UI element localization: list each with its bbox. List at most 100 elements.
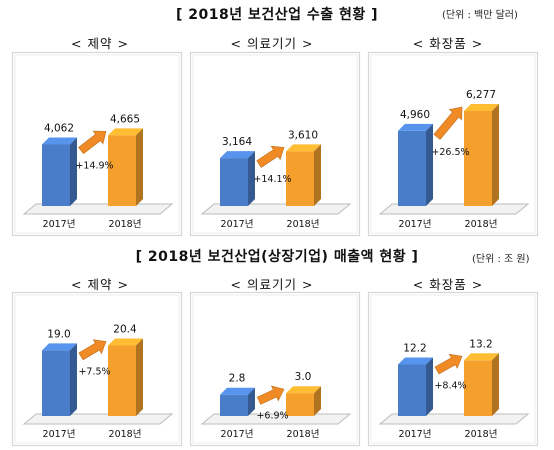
bar-top [108,338,143,346]
chart-title: < 제약 > [71,36,129,51]
growth-label: +8.4% [434,380,466,391]
data-label: 19.0 [47,328,70,340]
growth-label: +7.5% [78,366,110,377]
growth-arrow [256,385,285,405]
bar-2017년 [398,130,426,206]
growth-label: +14.1% [253,174,291,185]
bar-top [42,137,77,145]
data-label: 3,610 [288,129,318,141]
chart-panel-inner [14,54,180,234]
chart-panel-inner [14,294,180,444]
growth-arrow-shape [256,385,285,405]
sales-section-title: [ 2018년 보건산업(상장기업) 매출액 현황 ] [135,249,419,265]
growth-arrow-shape [78,339,107,361]
category-label: 2018년 [109,219,142,230]
category-label: 2017년 [399,219,432,230]
chart-floor [378,413,530,425]
data-label: 4,665 [110,113,140,125]
bar-side [70,343,77,416]
chart-floor [200,203,352,215]
export-section-title: [ 2018년 보건산업 수출 현황 ] [175,7,379,23]
data-label: 4,062 [44,122,74,134]
growth-arrow [433,106,463,140]
category-label: 2018년 [465,429,498,440]
growth-arrow [78,339,107,361]
growth-arrow-shape [434,353,463,375]
bar-2017년 [42,350,70,416]
growth-label: +6.9% [256,411,288,422]
growth-label: +26.5% [431,147,469,158]
bar-2018년 [464,360,492,416]
bar-2018년 [286,151,314,206]
chart-title: < 제약 > [71,277,129,292]
bar-side [492,103,499,206]
bar-2017년 [220,394,248,416]
growth-arrow [78,130,107,155]
bar-2018년 [108,135,136,206]
category-label: 2017년 [399,429,432,440]
category-label: 2017년 [43,219,76,230]
chart-sales-pharma: 19.0 2017년 20.4 2018년 +7.5% [11,291,183,447]
data-label: 12.2 [403,342,426,354]
bar-top [464,103,499,111]
bar-2018년 [464,110,492,206]
export-unit-label: (단위 : 백만 달러) [442,10,518,21]
category-label: 2017년 [221,429,254,440]
bar-2018년 [286,393,314,416]
bar-2017년 [398,364,426,416]
chart-panel-inner [192,294,358,444]
growth-arrow-shape [433,106,463,140]
data-label: 6,277 [466,89,496,101]
data-label: 3,164 [222,136,252,148]
category-label: 2017년 [221,219,254,230]
category-label: 2018년 [287,219,320,230]
growth-label: +14.9% [75,160,113,171]
chart-floor [378,203,530,215]
chart-floor [200,413,352,425]
bar-top [286,386,321,394]
bar-side [136,338,143,416]
chart-floor [22,203,174,215]
bar-top [42,343,77,351]
bar-top [398,357,433,365]
chart-title: < 화장품 > [412,277,484,292]
chart-title: < 화장품 > [412,36,484,51]
bar-side [248,151,255,206]
bar-top [108,128,143,136]
category-label: 2018년 [287,429,320,440]
category-label: 2017년 [43,429,76,440]
bar-top [220,151,255,159]
sales-unit-label: (단위 : 조 원) [472,254,530,265]
bar-side [426,123,433,206]
bar-side [314,386,321,416]
growth-arrow [256,145,285,168]
bar-side [136,128,143,206]
chart-export-cosmetics: 4,960 2017년 6,277 2018년 +26.5% [367,51,539,237]
chart-title: < 의료기기 > [230,277,314,292]
category-label: 2018년 [465,219,498,230]
category-label: 2018년 [109,429,142,440]
chart-panel-inner [192,54,358,234]
growth-arrow [434,353,463,375]
bar-side [492,353,499,416]
chart-title: < 의료기기 > [230,36,314,51]
data-label: 4,960 [400,109,430,121]
chart-sales-devices: 2.8 2017년 3.0 2018년 +6.9% [189,291,361,447]
bar-side [426,357,433,416]
growth-arrow-shape [256,145,285,168]
chart-export-devices: 3,164 2017년 3,610 2018년 +14.1% [189,51,361,237]
bar-2017년 [220,158,248,206]
chart-export-pharma: 4,062 2017년 4,665 2018년 +14.9% [11,51,183,237]
bar-top [464,353,499,361]
bar-side [70,137,77,206]
chart-panel-inner [370,294,536,444]
data-label: 13.2 [469,338,492,350]
bar-top [220,387,255,395]
growth-arrow-shape [78,130,107,155]
chart-floor [22,413,174,425]
chart-sales-cosmetics: 12.2 2017년 13.2 2018년 +8.4% [367,291,539,447]
bar-top [398,123,433,131]
bar-side [314,144,321,206]
data-label: 3.0 [295,371,312,383]
chart-panel-inner [370,54,536,234]
